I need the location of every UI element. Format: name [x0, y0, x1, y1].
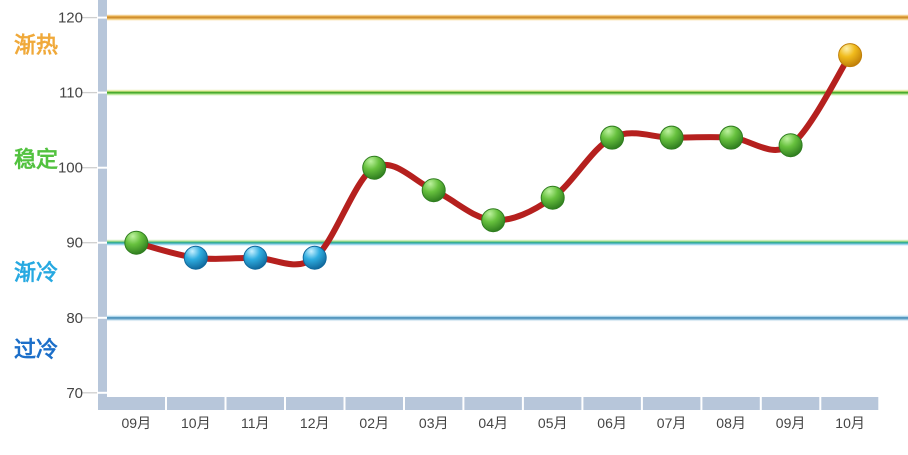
svg-text:渐热: 渐热	[14, 33, 58, 58]
svg-text:02月: 02月	[359, 415, 389, 431]
svg-text:07月: 07月	[657, 415, 687, 431]
svg-text:11月: 11月	[241, 415, 270, 431]
svg-text:10月: 10月	[181, 415, 211, 431]
svg-text:70: 70	[66, 385, 83, 402]
svg-text:过冷: 过冷	[14, 337, 58, 362]
svg-text:渐冷: 渐冷	[14, 260, 58, 285]
svg-text:04月: 04月	[478, 415, 508, 431]
svg-text:90: 90	[66, 235, 83, 252]
svg-text:80: 80	[66, 310, 83, 327]
svg-text:03月: 03月	[419, 415, 449, 431]
svg-text:08月: 08月	[716, 415, 746, 431]
svg-text:100: 100	[58, 160, 83, 177]
svg-text:10月: 10月	[835, 415, 865, 431]
svg-text:120: 120	[58, 10, 83, 27]
svg-text:09月: 09月	[122, 415, 152, 431]
svg-text:05月: 05月	[538, 415, 568, 431]
svg-text:06月: 06月	[597, 415, 627, 431]
svg-text:稳定: 稳定	[14, 147, 58, 172]
svg-text:09月: 09月	[776, 415, 806, 431]
svg-text:12月: 12月	[300, 415, 330, 431]
svg-text:110: 110	[59, 85, 83, 102]
